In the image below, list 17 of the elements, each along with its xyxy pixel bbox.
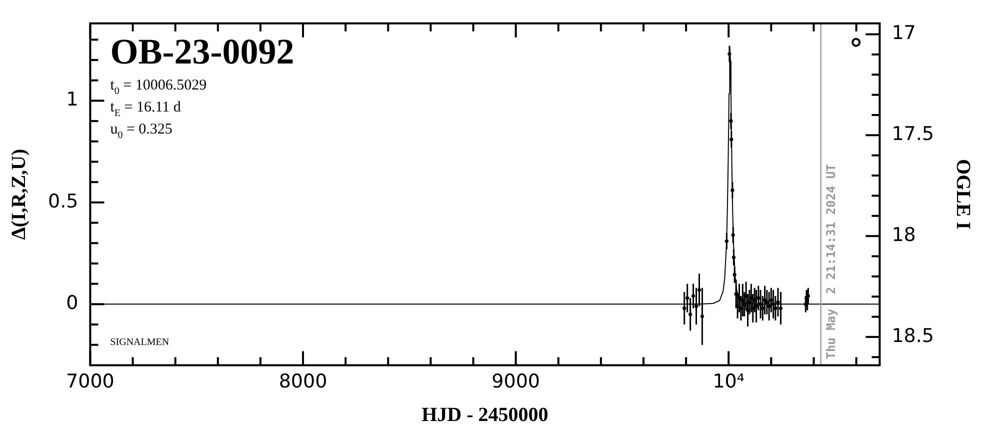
annotation: Thu May 2 21:14:31 2024 UT [824, 164, 838, 360]
y2-tick-label: 17 [892, 22, 916, 44]
x-tick-label: 7000 [66, 370, 114, 393]
x-axis-title: HJD - 2450000 [422, 404, 548, 426]
y2-tick-label: 17.5 [892, 123, 934, 146]
y-tick-label: 0.5 [48, 190, 78, 212]
y-axis-title: Δ(I,R,Z,U) [8, 148, 30, 240]
y-tick-label: 0 [66, 292, 78, 314]
x-tick-label: 8000 [278, 370, 328, 393]
x-tick-label: 10⁴ [712, 370, 745, 393]
x-tick-label: 9000 [492, 370, 540, 393]
y2-axis-title: OGLE I [952, 159, 974, 230]
y-tick-label: 1 [66, 88, 78, 111]
annotation: SIGNALMEN [110, 337, 170, 348]
y2-tick-label: 18 [892, 224, 916, 246]
y2-tick-label: 18.5 [892, 324, 934, 347]
chart-title: OB-23-0092 [110, 31, 294, 72]
